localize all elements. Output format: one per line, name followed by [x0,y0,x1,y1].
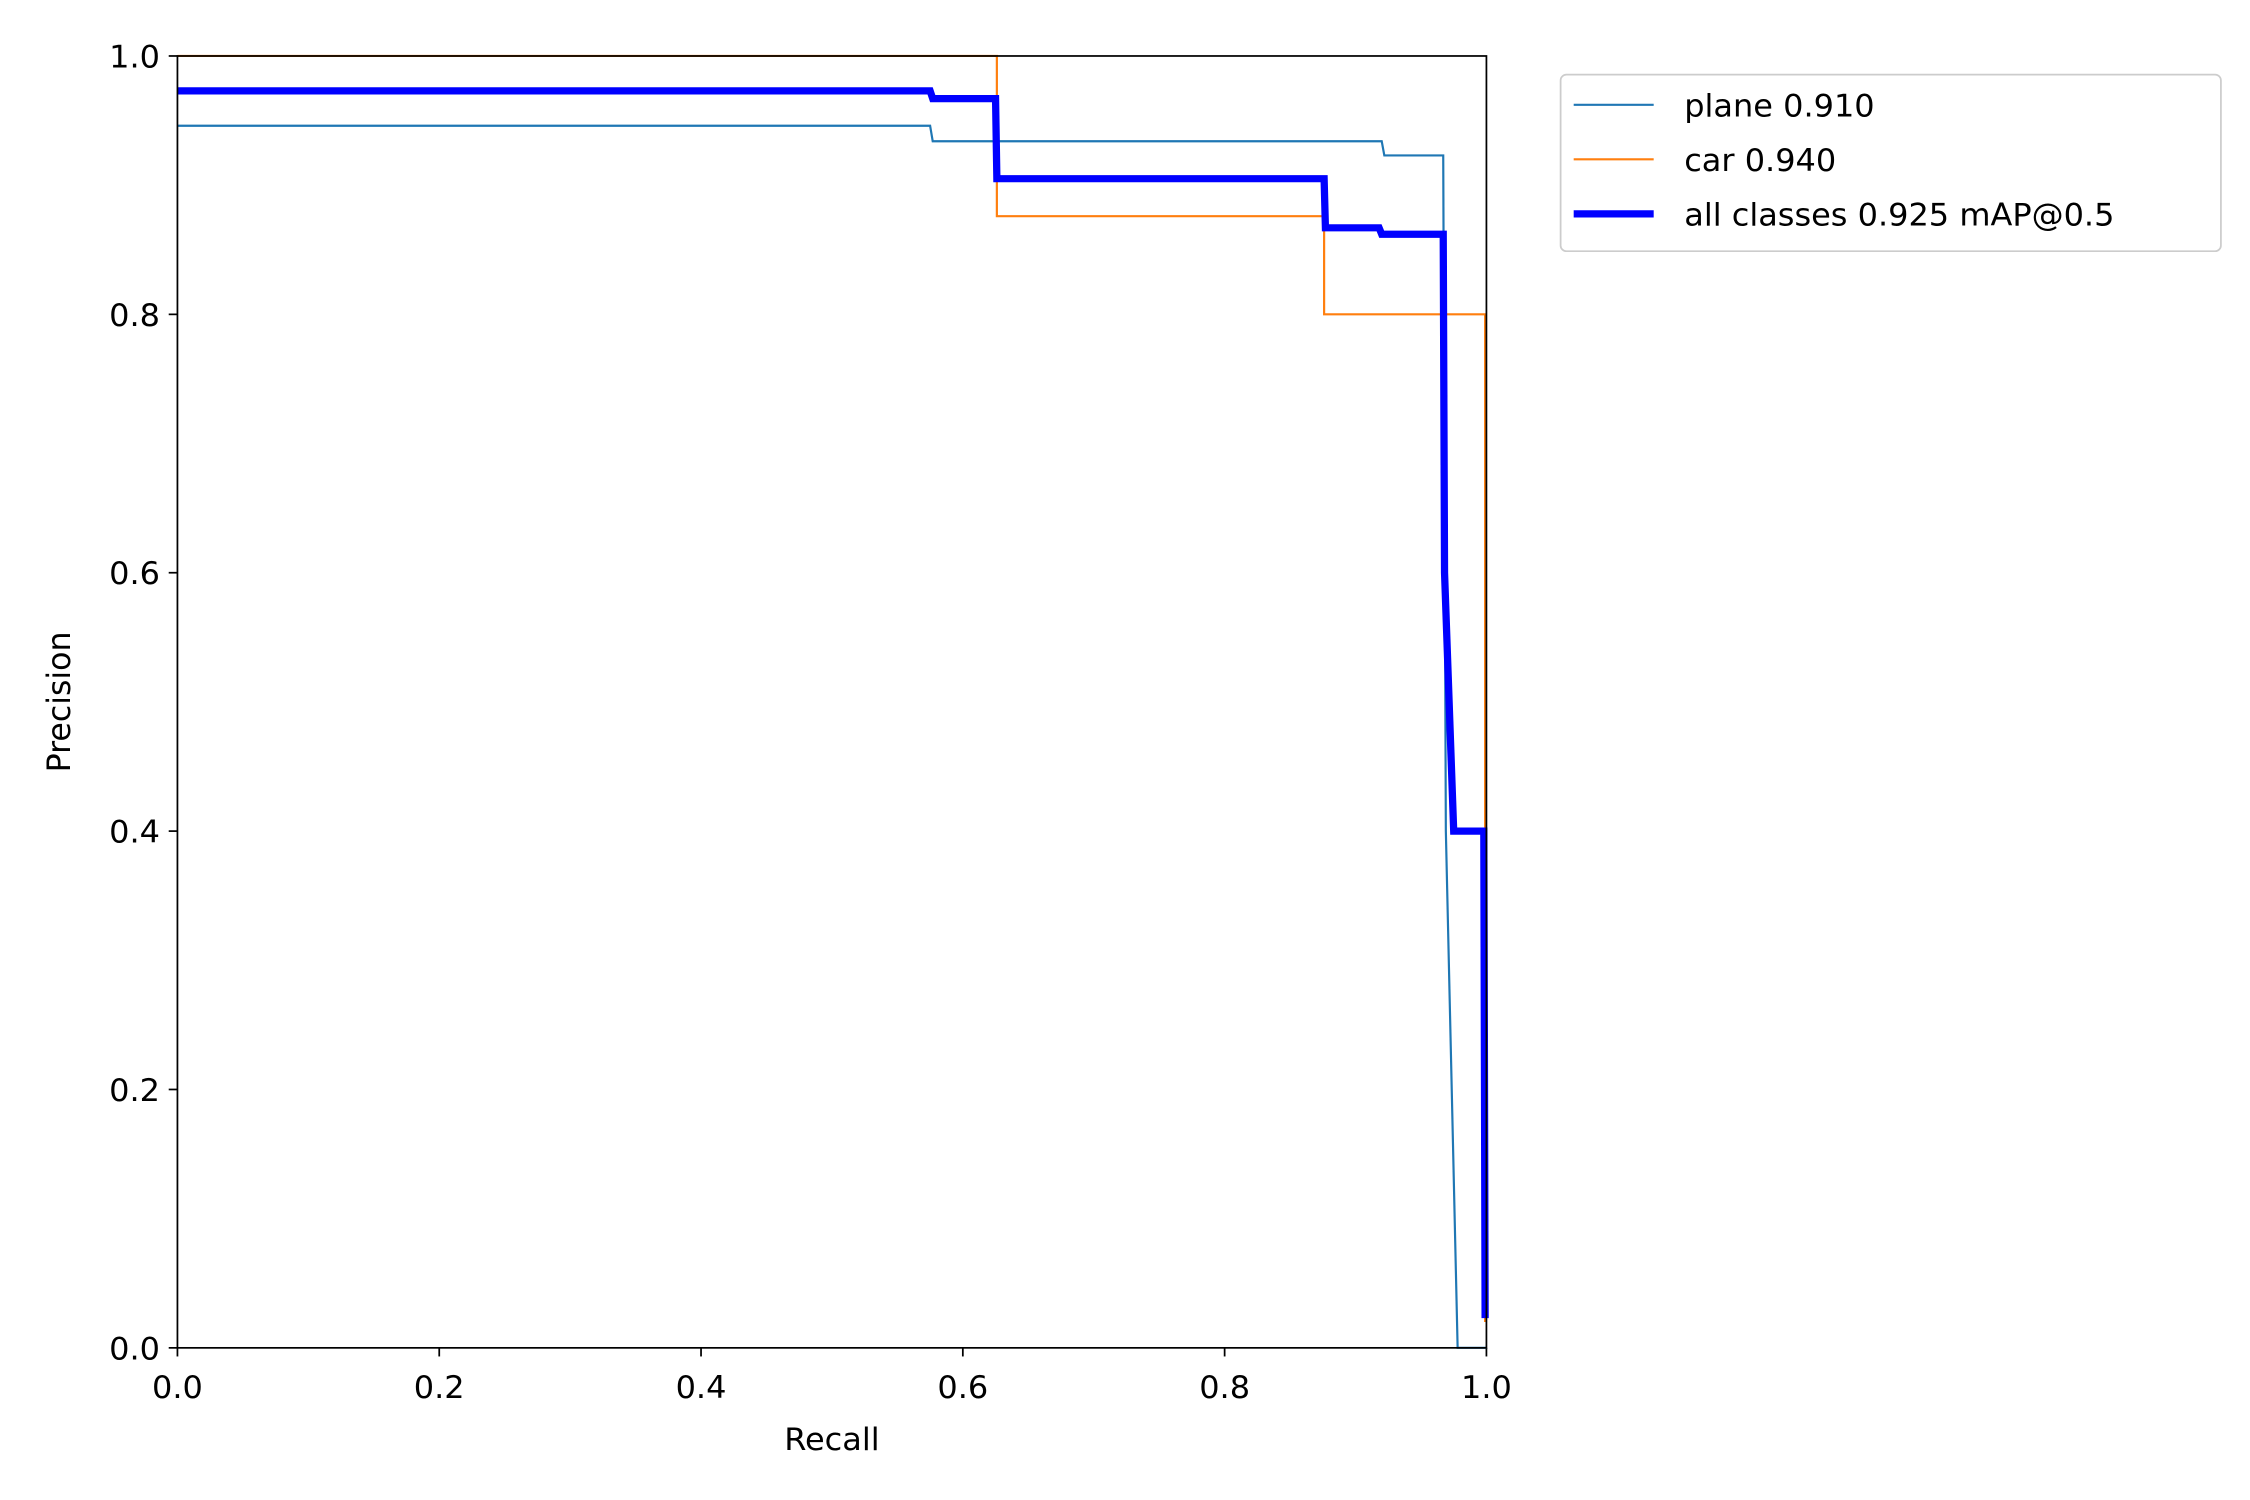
x-tick-label: 0.0 [152,1370,203,1406]
y-tick-label: 0.8 [109,298,160,334]
y-tick-label: 1.0 [109,40,160,76]
plot-frame [176,55,1488,1349]
series-line [177,87,1489,1319]
y-axis-label: Precision [42,632,78,773]
y-tick-label: 0.4 [109,815,160,851]
legend-label: plane 0.910 [1684,88,1874,124]
series-line [177,54,1487,1323]
y-tick-label: 0.0 [109,1332,160,1368]
series-line [177,124,1487,1349]
legend-label: car 0.940 [1684,143,1836,179]
x-tick-label: 0.4 [676,1370,727,1406]
y-tick-label: 0.2 [109,1073,160,1109]
x-tick-label: 0.2 [414,1370,465,1406]
x-tick-label: 0.6 [937,1370,988,1406]
x-tick-label: 1.0 [1461,1370,1512,1406]
x-axis-label: Recall [784,1422,879,1458]
legend-box [1559,73,2222,253]
y-tick-label: 0.6 [109,556,160,592]
x-tick-label: 0.8 [1199,1370,1250,1406]
legend-label: all classes 0.925 mAP@0.5 [1684,198,2114,234]
